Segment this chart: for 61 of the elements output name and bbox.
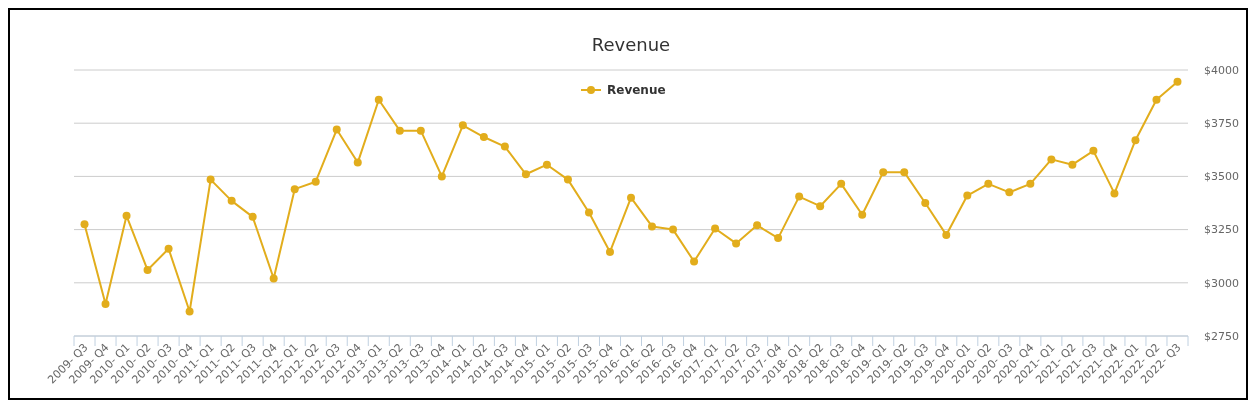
chart-title: Revenue <box>591 34 671 55</box>
point <box>227 196 236 205</box>
point <box>942 230 951 239</box>
point <box>605 247 614 256</box>
point <box>1173 77 1182 86</box>
point <box>1152 95 1161 104</box>
point <box>921 199 930 207</box>
point <box>984 179 993 188</box>
point <box>458 121 467 130</box>
point <box>521 170 530 179</box>
point <box>753 221 762 230</box>
y-tick-label: $3750 <box>1204 117 1239 131</box>
y-tick-label: $3500 <box>1204 170 1239 184</box>
point <box>669 225 678 234</box>
point <box>858 210 867 219</box>
point <box>816 202 825 211</box>
point <box>1110 189 1119 198</box>
point <box>1089 146 1098 155</box>
point <box>542 160 551 169</box>
point <box>879 168 888 177</box>
point <box>837 179 846 188</box>
point <box>311 177 320 186</box>
point <box>185 307 194 316</box>
point <box>900 168 909 177</box>
point <box>1131 136 1140 145</box>
point <box>795 192 804 201</box>
point <box>1047 155 1056 164</box>
y-tick-label: $3000 <box>1204 276 1239 290</box>
point <box>648 222 657 231</box>
point <box>437 172 446 181</box>
y-tick-label: $3250 <box>1204 223 1239 237</box>
point <box>206 175 215 184</box>
point <box>143 266 152 275</box>
y-tick-label: $2750 <box>1204 329 1239 343</box>
point <box>732 239 741 248</box>
point <box>1005 188 1014 197</box>
y-tick-label: $4000 <box>1204 63 1239 77</box>
point <box>374 95 383 104</box>
point <box>395 126 404 135</box>
point <box>774 234 783 243</box>
point <box>122 211 131 220</box>
point <box>290 185 299 194</box>
point <box>500 142 509 151</box>
point <box>963 191 972 200</box>
point <box>1026 179 1035 188</box>
point <box>269 274 278 283</box>
point <box>627 193 635 202</box>
point <box>101 300 110 309</box>
point <box>80 220 89 229</box>
point <box>584 208 593 217</box>
point <box>248 212 257 221</box>
point <box>690 257 699 266</box>
point <box>164 244 173 253</box>
point <box>332 125 341 134</box>
legend-label: Revenue <box>607 83 666 98</box>
point <box>711 224 720 233</box>
point <box>1068 160 1077 169</box>
point <box>479 133 488 142</box>
point <box>416 126 425 135</box>
point <box>353 158 362 167</box>
point <box>563 175 572 184</box>
